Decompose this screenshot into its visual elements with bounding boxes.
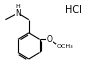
Text: N: N [15, 9, 21, 18]
Text: O: O [47, 35, 52, 44]
Text: H: H [16, 4, 20, 9]
Text: OCH₃: OCH₃ [57, 44, 73, 49]
Text: HCl: HCl [65, 5, 82, 15]
